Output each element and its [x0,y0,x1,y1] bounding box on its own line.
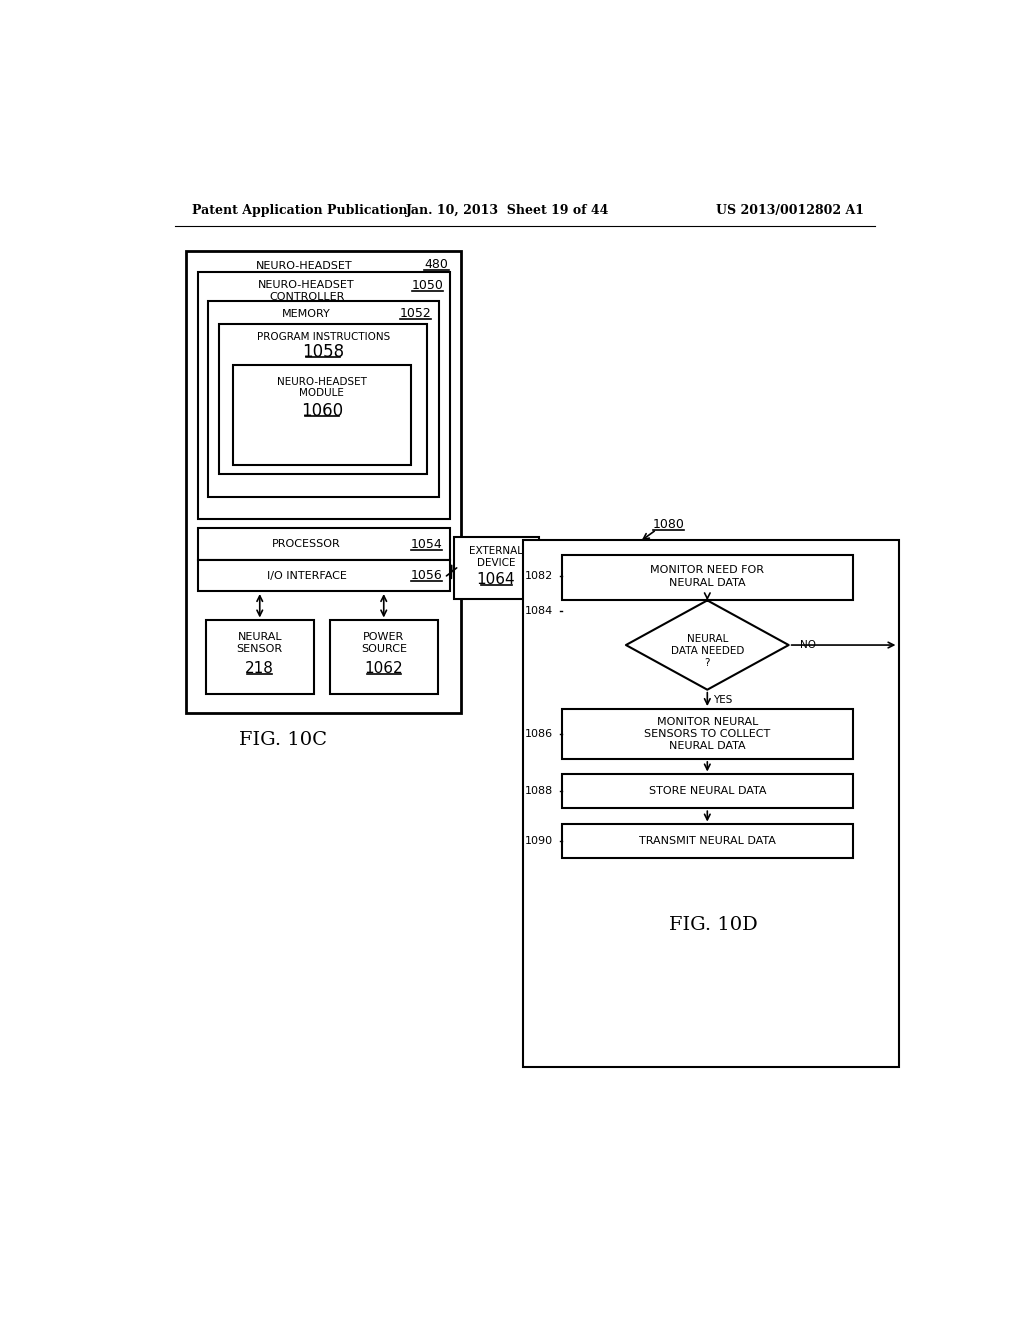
Text: 1050: 1050 [412,279,443,292]
Text: POWER: POWER [364,632,404,643]
Text: 1088: 1088 [524,787,553,796]
Text: DEVICE: DEVICE [477,557,515,568]
Bar [198,272,450,519]
Text: SOURCE: SOURCE [360,644,407,653]
Text: NEURO-HEADSET: NEURO-HEADSET [256,261,352,271]
Text: 218: 218 [246,660,274,676]
Bar [206,620,314,693]
Bar [198,561,450,591]
Bar [232,364,411,465]
Text: 1080: 1080 [653,517,685,531]
Text: I/O INTERFACE: I/O INTERFACE [266,570,346,581]
Text: TRANSMIT NEURAL DATA: TRANSMIT NEURAL DATA [639,837,776,846]
Text: NO: NO [800,640,816,649]
Text: NEURAL: NEURAL [238,632,282,643]
Text: FIG. 10C: FIG. 10C [239,731,327,748]
Bar [562,709,853,759]
Text: NEURAL: NEURAL [687,634,728,644]
Bar [330,620,438,693]
Text: YES: YES [713,696,732,705]
Text: 1084: 1084 [524,606,553,616]
Text: 480: 480 [425,259,449,271]
Bar [208,301,438,498]
Text: 1056: 1056 [411,569,442,582]
Text: NEURO-HEADSET: NEURO-HEADSET [276,376,367,387]
Text: CONTROLLER: CONTROLLER [269,292,344,302]
Text: 1062: 1062 [365,660,403,676]
Text: DATA NEEDED: DATA NEEDED [671,647,744,656]
Text: 1058: 1058 [302,343,344,360]
Text: MODULE: MODULE [299,388,344,399]
Text: NEURAL DATA: NEURAL DATA [669,578,745,587]
Bar [219,323,427,474]
Text: 1052: 1052 [399,308,431,321]
Bar [454,537,539,599]
Text: Patent Application Publication: Patent Application Publication [191,205,408,218]
Bar [523,540,899,1067]
Text: MONITOR NEURAL: MONITOR NEURAL [656,717,758,727]
Bar [562,825,853,858]
Text: NEURAL DATA: NEURAL DATA [669,741,745,751]
Text: US 2013/0012802 A1: US 2013/0012802 A1 [716,205,864,218]
Text: PROCESSOR: PROCESSOR [272,539,341,549]
Text: 1086: 1086 [524,729,553,739]
Text: MONITOR NEED FOR: MONITOR NEED FOR [650,565,764,574]
Text: 1064: 1064 [477,572,515,587]
Bar [562,775,853,808]
Text: 1082: 1082 [524,570,553,581]
Text: EXTERNAL: EXTERNAL [469,546,523,556]
Text: SENSORS TO COLLECT: SENSORS TO COLLECT [644,729,770,739]
Bar [186,251,461,713]
Text: 1060: 1060 [301,403,343,420]
Text: NEURO-HEADSET: NEURO-HEADSET [258,280,355,290]
Text: ?: ? [705,657,710,668]
Text: SENSOR: SENSOR [237,644,283,653]
Text: MEMORY: MEMORY [282,309,331,319]
Text: 1090: 1090 [524,837,553,846]
Text: PROGRAM INSTRUCTIONS: PROGRAM INSTRUCTIONS [257,333,390,342]
Text: STORE NEURAL DATA: STORE NEURAL DATA [648,787,766,796]
Text: 1054: 1054 [411,537,442,550]
Text: FIG. 10D: FIG. 10D [669,916,758,933]
Bar [198,528,450,561]
Text: Jan. 10, 2013  Sheet 19 of 44: Jan. 10, 2013 Sheet 19 of 44 [407,205,609,218]
Bar [562,554,853,599]
